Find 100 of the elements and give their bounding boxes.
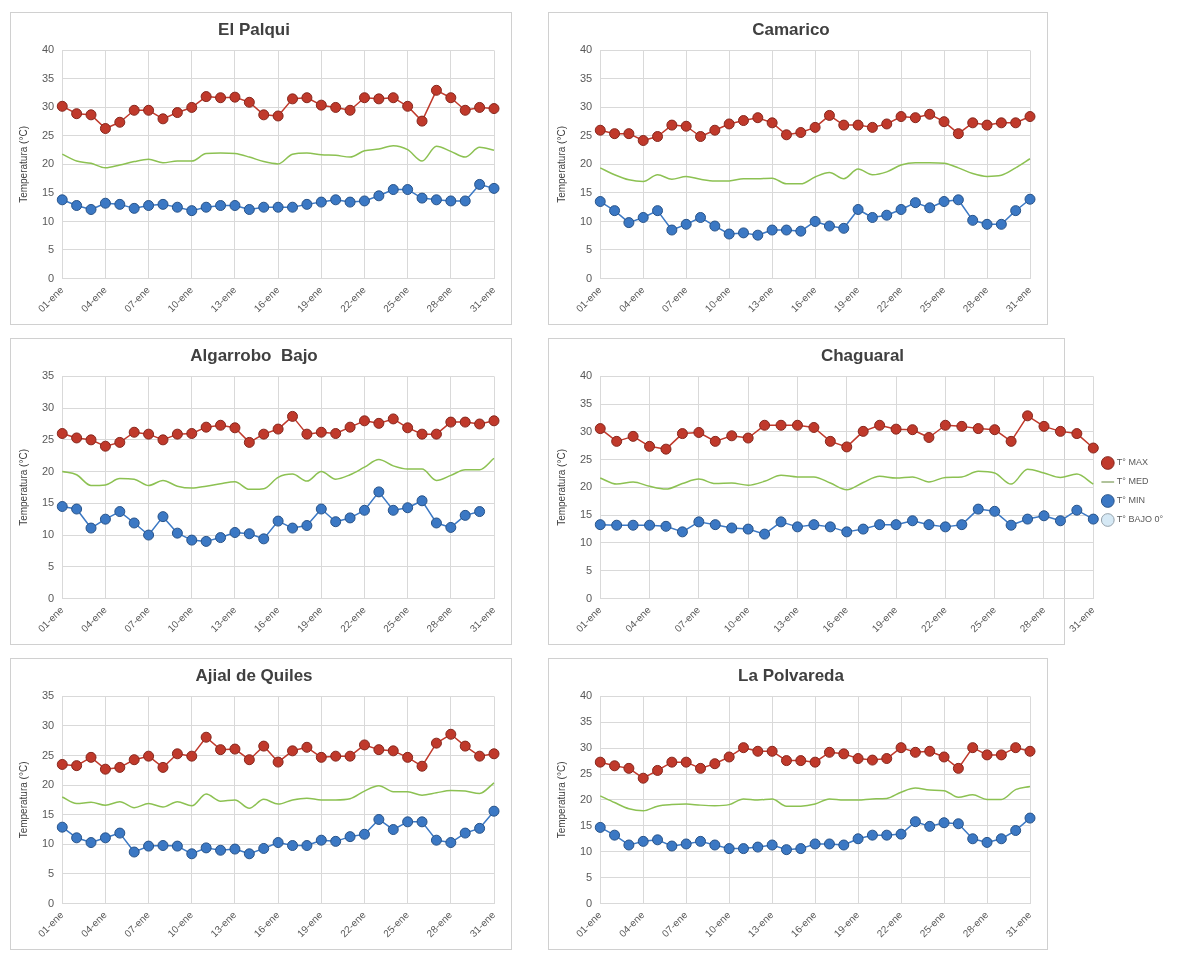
- point: [1071, 504, 1083, 516]
- point: [430, 737, 442, 749]
- point: [114, 827, 126, 839]
- point: [938, 817, 950, 829]
- point: [909, 197, 921, 209]
- chart-title: Ajial de Quiles: [195, 665, 313, 685]
- y-tick-label: 0: [48, 591, 55, 604]
- point: [652, 205, 664, 217]
- point: [402, 816, 414, 828]
- point: [258, 533, 270, 545]
- point: [258, 428, 270, 440]
- y-axis-title: Temperatura (°C): [555, 761, 567, 839]
- y-tick-label: 20: [41, 157, 55, 170]
- point: [315, 426, 327, 438]
- point: [186, 428, 198, 440]
- point: [890, 423, 902, 435]
- line-series: [61, 144, 495, 169]
- y-tick-label: 15: [41, 185, 55, 198]
- point: [85, 522, 97, 534]
- point: [660, 520, 672, 532]
- point: [923, 519, 935, 531]
- line-series: [599, 468, 1095, 491]
- point: [358, 92, 370, 104]
- point: [594, 423, 606, 435]
- point: [416, 428, 428, 440]
- point: [780, 224, 792, 236]
- point: [695, 762, 707, 774]
- point: [967, 117, 979, 129]
- y-tick-label: 0: [48, 896, 55, 909]
- point: [71, 108, 83, 120]
- y-tick-label: 40: [579, 43, 593, 56]
- point: [344, 831, 356, 843]
- point: [611, 519, 623, 531]
- point: [666, 756, 678, 768]
- point: [315, 751, 327, 763]
- point: [680, 838, 692, 850]
- point: [1022, 513, 1034, 525]
- point: [416, 760, 428, 772]
- point: [272, 756, 284, 768]
- point: [373, 486, 385, 498]
- point: [627, 519, 639, 531]
- point: [387, 745, 399, 757]
- y-tick-label: 35: [579, 715, 593, 728]
- point: [157, 840, 169, 852]
- point: [186, 205, 198, 217]
- point: [301, 198, 313, 210]
- y-tick-label: 30: [579, 100, 593, 113]
- line-series: [599, 158, 1031, 185]
- point: [594, 821, 606, 833]
- y-tick-label: 5: [586, 243, 593, 256]
- y-tick-label: 35: [579, 71, 593, 84]
- point: [709, 435, 721, 447]
- point: [358, 739, 370, 751]
- point: [128, 426, 140, 438]
- point: [56, 100, 68, 112]
- point: [1005, 435, 1017, 447]
- point: [200, 421, 212, 433]
- point: [909, 112, 921, 124]
- point: [938, 116, 950, 128]
- point: [981, 119, 993, 131]
- point: [874, 519, 886, 531]
- point: [474, 418, 486, 430]
- point: [215, 419, 227, 431]
- line-series: [61, 782, 495, 809]
- y-tick-label: 30: [579, 424, 593, 437]
- point: [939, 419, 951, 431]
- y-tick-label: 25: [579, 452, 593, 465]
- point: [373, 813, 385, 825]
- point: [895, 111, 907, 123]
- point: [272, 201, 284, 213]
- point: [924, 820, 936, 832]
- point: [838, 748, 850, 760]
- line-series: [599, 785, 1031, 812]
- point: [143, 840, 155, 852]
- point: [272, 110, 284, 122]
- point: [909, 746, 921, 758]
- point: [85, 204, 97, 215]
- point: [972, 503, 984, 515]
- point: [287, 201, 299, 213]
- point: [200, 201, 212, 213]
- y-tick-label: 0: [48, 271, 55, 284]
- point: [445, 521, 457, 533]
- text: T° MED: [1116, 476, 1149, 487]
- point: [229, 200, 241, 212]
- point: [186, 101, 198, 113]
- point: [229, 91, 241, 103]
- point: [737, 227, 749, 239]
- y-tick-label: 20: [579, 792, 593, 805]
- chart-title: La Polvareda: [738, 665, 845, 685]
- point: [956, 420, 968, 432]
- point: [272, 423, 284, 435]
- chart-title: Algarrobo Bajo: [190, 345, 318, 365]
- point: [981, 836, 993, 848]
- point: [666, 840, 678, 852]
- point: [956, 519, 968, 531]
- point: [823, 109, 835, 121]
- point: [157, 761, 169, 773]
- point: [99, 763, 111, 775]
- legend-label: T° BAJO 0°: [1116, 514, 1164, 525]
- y-tick-label: 30: [41, 719, 55, 732]
